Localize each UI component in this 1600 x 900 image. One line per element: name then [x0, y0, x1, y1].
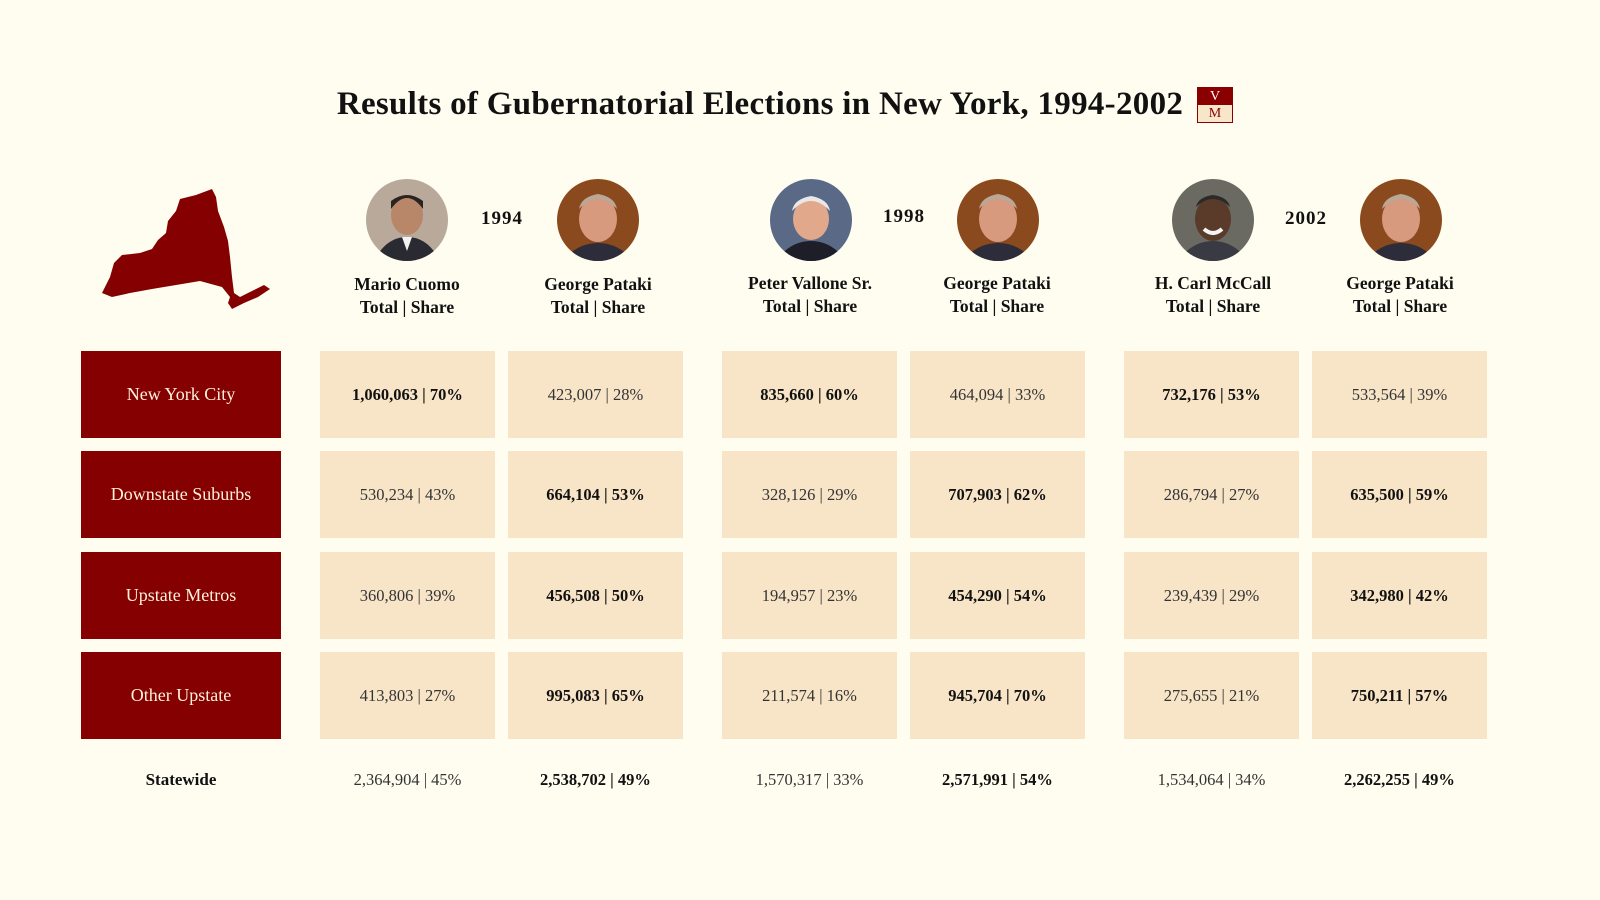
candidate-pataki-1998: George Pataki Total | Share — [897, 272, 1097, 318]
statewide-cell: 1,534,064 | 34% — [1157, 770, 1266, 789]
logo-bottom-letter: M — [1208, 105, 1222, 121]
candidate-name: Mario Cuomo — [354, 274, 460, 294]
candidate-subheader: Total | Share — [359, 297, 455, 317]
election-year-1994: 1994 — [481, 208, 523, 229]
candidate-subheader: Total | Share — [1165, 296, 1261, 316]
pataki-portrait-2002 — [1360, 179, 1442, 261]
cuomo-portrait — [366, 179, 448, 261]
vm-logo: V M — [1197, 86, 1234, 123]
candidate-subheader: Total | Share — [1352, 296, 1448, 316]
candidate-vallone: Peter Vallone Sr. Total | Share — [710, 272, 910, 318]
result-cell: 664,104 | 53% — [508, 451, 683, 538]
region-label-nyc: New York City — [81, 351, 281, 438]
statewide-cell: 2,262,255 | 49% — [1344, 770, 1455, 789]
region-label-upstate-metros: Upstate Metros — [81, 552, 281, 639]
result-cell: 835,660 | 60% — [722, 351, 897, 438]
pataki-portrait-1998 — [957, 179, 1039, 261]
candidate-cuomo: Mario Cuomo Total | Share — [307, 273, 507, 319]
result-cell: 750,211 | 57% — [1312, 652, 1487, 739]
candidate-name: H. Carl McCall — [1154, 273, 1272, 293]
election-year-2002: 2002 — [1285, 208, 1327, 229]
candidate-subheader: Total | Share — [949, 296, 1045, 316]
candidate-name: George Pataki — [544, 274, 652, 294]
result-cell: 732,176 | 53% — [1124, 351, 1299, 438]
result-cell: 194,957 | 23% — [722, 552, 897, 639]
title-text: Results of Gubernatorial Elections in Ne… — [336, 86, 1184, 122]
candidate-name: George Pataki — [1346, 273, 1454, 293]
result-cell: 328,126 | 29% — [722, 451, 897, 538]
result-cell: 423,007 | 28% — [508, 351, 683, 438]
region-label-downstate-suburbs: Downstate Suburbs — [81, 451, 281, 538]
result-cell: 454,290 | 54% — [910, 552, 1085, 639]
region-label-other-upstate: Other Upstate — [81, 652, 281, 739]
statewide-cell: 2,571,991 | 54% — [942, 770, 1053, 789]
result-cell: 945,704 | 70% — [910, 652, 1085, 739]
result-cell: 464,094 | 33% — [910, 351, 1085, 438]
result-cell: 456,508 | 50% — [508, 552, 683, 639]
candidate-pataki-1994: George Pataki Total | Share — [498, 273, 698, 319]
result-cell: 533,564 | 39% — [1312, 351, 1487, 438]
result-cell: 995,083 | 65% — [508, 652, 683, 739]
election-year-1998: 1998 — [883, 206, 925, 227]
candidate-name: George Pataki — [943, 273, 1051, 293]
result-cell: 211,574 | 16% — [722, 652, 897, 739]
mccall-portrait — [1172, 179, 1254, 261]
statewide-label: Statewide — [145, 770, 217, 789]
new-york-state-map-icon — [102, 189, 270, 309]
vallone-portrait — [770, 179, 852, 261]
result-cell: 530,234 | 43% — [320, 451, 495, 538]
result-cell: 413,803 | 27% — [320, 652, 495, 739]
candidate-subheader: Total | Share — [550, 297, 646, 317]
result-cell: 342,980 | 42% — [1312, 552, 1487, 639]
pataki-portrait-1994 — [557, 179, 639, 261]
page-title: Results of Gubernatorial Elections in Ne… — [0, 86, 1570, 123]
result-cell: 1,060,063 | 70% — [320, 351, 495, 438]
candidate-name: Peter Vallone Sr. — [748, 273, 872, 293]
candidate-pataki-2002: George Pataki Total | Share — [1300, 272, 1500, 318]
logo-top-letter: V — [1198, 87, 1233, 105]
statewide-cell: 2,364,904 | 45% — [353, 770, 462, 789]
result-cell: 286,794 | 27% — [1124, 451, 1299, 538]
result-cell: 635,500 | 59% — [1312, 451, 1487, 538]
result-cell: 275,655 | 21% — [1124, 652, 1299, 739]
candidate-mccall: H. Carl McCall Total | Share — [1113, 272, 1313, 318]
statewide-cell: 1,570,317 | 33% — [755, 770, 864, 789]
result-cell: 707,903 | 62% — [910, 451, 1085, 538]
candidate-subheader: Total | Share — [762, 296, 858, 316]
result-cell: 360,806 | 39% — [320, 552, 495, 639]
result-cell: 239,439 | 29% — [1124, 552, 1299, 639]
statewide-cell: 2,538,702 | 49% — [540, 770, 651, 789]
